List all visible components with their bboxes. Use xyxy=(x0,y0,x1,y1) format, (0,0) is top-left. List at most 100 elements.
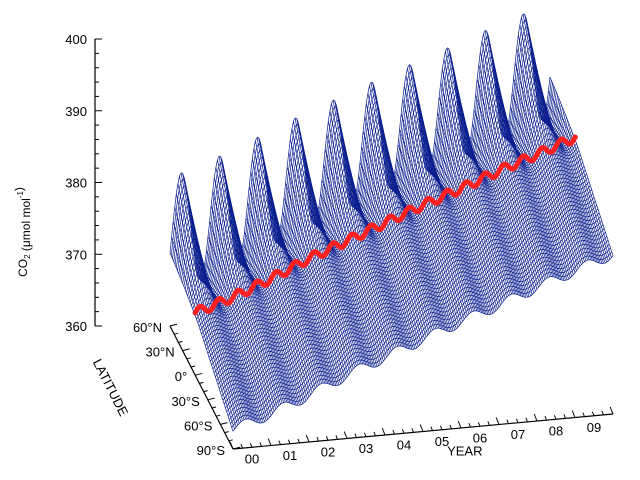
mesh-line-latitude xyxy=(208,181,590,358)
latitude-tick-label: 60°S xyxy=(184,418,213,433)
mesh-line-latitude xyxy=(218,212,600,389)
mesh-line-latitude xyxy=(173,33,555,284)
year-major-tick xyxy=(381,427,386,436)
year-minor-tick xyxy=(287,439,291,444)
mesh-line-latitude xyxy=(231,251,612,428)
year-minor-tick xyxy=(468,422,471,428)
mesh-line-latitude xyxy=(169,13,551,281)
mesh-line-latitude xyxy=(207,177,589,354)
surface-mesh xyxy=(169,13,614,432)
year-minor-tick xyxy=(373,431,376,437)
year-minor-tick xyxy=(363,432,367,437)
year-minor-tick xyxy=(544,415,547,421)
mesh-line-latitude xyxy=(220,216,601,393)
year-major-tick xyxy=(571,410,576,418)
latitude-tick xyxy=(178,340,183,343)
year-major-tick xyxy=(229,441,234,450)
year-minor-tick xyxy=(525,417,528,423)
latitude-tick-label: 0° xyxy=(175,369,187,384)
mesh-line-latitude xyxy=(206,173,587,350)
year-minor-tick xyxy=(553,415,557,420)
y-axis-title: CO2 (μmol mol-1) xyxy=(12,187,33,277)
year-minor-tick xyxy=(487,421,490,426)
mesh-line-latitude xyxy=(198,150,580,327)
mesh-line-latitude xyxy=(221,220,602,397)
mesh-line-latitude xyxy=(223,228,605,405)
latitude-tick xyxy=(186,357,191,360)
latitude-tick xyxy=(195,372,203,376)
year-minor-tick xyxy=(411,428,414,433)
latitude-tick xyxy=(203,390,208,393)
year-minor-tick xyxy=(335,435,338,440)
year-tick-label: 04 xyxy=(397,437,411,452)
year-major-tick xyxy=(495,417,500,425)
year-tick-label: 05 xyxy=(435,434,449,449)
global-mean-point xyxy=(420,202,426,208)
latitude-axis-title: LATITUDE xyxy=(90,356,132,418)
mesh-line-latitude xyxy=(217,208,599,385)
latitude-tick xyxy=(228,439,233,442)
year-minor-tick xyxy=(392,429,395,435)
year-minor-tick xyxy=(297,438,300,444)
mesh-line-latitude xyxy=(230,247,611,424)
year-minor-tick xyxy=(430,426,433,431)
year-tick-label: 03 xyxy=(359,441,373,456)
year-minor-tick xyxy=(278,440,281,445)
co2-tick-label: 370 xyxy=(65,247,87,262)
year-axis-title: YEAR xyxy=(447,444,482,459)
year-tick-label: 02 xyxy=(321,444,335,459)
mesh-line-latitude xyxy=(226,235,607,413)
year-major-tick xyxy=(267,438,272,446)
co2-tick-label: 360 xyxy=(65,319,87,334)
mesh-line-latitude xyxy=(203,165,585,342)
mesh-line-latitude xyxy=(211,189,592,366)
co2-tick-label: 400 xyxy=(65,32,87,47)
latitude-tick xyxy=(207,397,215,401)
global-mean-point xyxy=(382,220,388,226)
global-mean-point xyxy=(268,275,274,282)
co2-tick-label: 380 xyxy=(65,176,87,191)
global-mean-point xyxy=(192,310,198,316)
latitude-tick xyxy=(190,365,196,368)
year-tick-label: 07 xyxy=(511,427,525,442)
year-minor-tick xyxy=(582,412,585,417)
year-tick-label: 01 xyxy=(283,448,297,463)
year-major-tick xyxy=(609,406,614,415)
latitude-tick xyxy=(220,422,228,425)
year-minor-tick xyxy=(249,443,253,448)
year-minor-tick xyxy=(591,411,595,416)
year-minor-tick xyxy=(601,410,604,416)
mesh-line-latitude xyxy=(210,185,591,362)
year-minor-tick xyxy=(325,436,329,441)
year-minor-tick xyxy=(477,422,481,427)
latitude-tick xyxy=(174,332,179,335)
mesh-line-latitude xyxy=(212,193,594,370)
year-minor-tick xyxy=(563,414,566,419)
global-mean-point xyxy=(344,238,350,244)
mesh-line-latitude xyxy=(201,158,582,335)
global-mean-point xyxy=(306,255,312,262)
year-minor-tick xyxy=(259,442,262,447)
year-major-tick xyxy=(457,420,462,429)
year-tick-label: 00 xyxy=(245,451,259,466)
latitude-tick-label: 30°N xyxy=(146,345,175,360)
global-mean-point xyxy=(458,185,464,192)
year-minor-tick xyxy=(439,425,443,430)
latitude-tick xyxy=(182,348,190,352)
year-major-tick xyxy=(533,413,538,422)
latitude-tick xyxy=(211,406,217,409)
latitude-tick-label: 60°N xyxy=(133,320,162,335)
mesh-line-latitude xyxy=(222,224,604,401)
mesh-line-latitude xyxy=(199,154,581,331)
mesh-line-latitude xyxy=(228,243,610,420)
mesh-line-latitude xyxy=(196,143,577,320)
mesh-line-latitude xyxy=(213,196,595,374)
global-mean-point xyxy=(572,134,578,140)
latitude-tick xyxy=(169,323,178,327)
year-minor-tick xyxy=(401,429,405,434)
latitude-axis-line xyxy=(169,325,234,450)
year-major-tick xyxy=(419,424,424,432)
year-tick-label: 08 xyxy=(549,423,563,438)
mesh-line-latitude xyxy=(170,20,552,282)
